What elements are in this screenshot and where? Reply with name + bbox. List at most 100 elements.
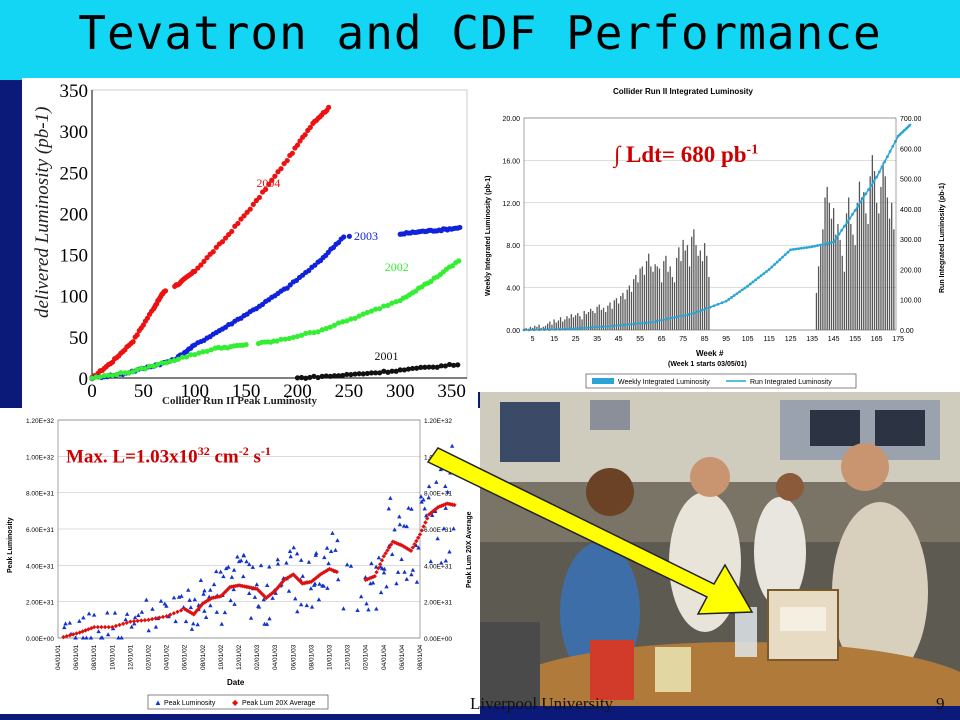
data-point	[266, 181, 272, 187]
weekly-bar	[867, 224, 869, 330]
run-integrated-marker	[687, 313, 690, 316]
x-tick-label: 250	[335, 381, 364, 402]
data-point	[409, 365, 416, 372]
peak-annotation-s: s	[248, 446, 261, 468]
peak-annotation-sup3: -1	[260, 444, 271, 458]
data-point	[142, 366, 149, 372]
data-point	[298, 374, 305, 381]
data-point	[430, 364, 436, 370]
data-point	[335, 373, 342, 379]
average-point	[376, 566, 381, 571]
average-point	[61, 634, 66, 640]
run-integrated-marker	[869, 183, 873, 187]
data-point	[428, 278, 434, 284]
weekly-bar	[880, 186, 882, 330]
y-axis-label: delivered Luminosity (pb-1)	[32, 107, 53, 318]
weekly-bar	[863, 192, 865, 330]
average-point	[171, 611, 177, 616]
average-point	[414, 538, 419, 544]
data-point	[306, 268, 312, 274]
weekly-bar	[615, 298, 618, 330]
run-integrated-marker	[837, 232, 841, 236]
run-integrated-marker	[832, 240, 836, 244]
y-tick-label: 100	[60, 287, 89, 308]
weekly-bar	[538, 324, 540, 330]
peak-point	[261, 597, 266, 602]
weekly-bar	[572, 317, 575, 330]
peak-point	[381, 570, 387, 575]
photo-illustration	[480, 392, 960, 706]
average-point	[189, 611, 195, 616]
x-tick-label: 12/01/02	[236, 644, 243, 670]
page-number: 9	[936, 694, 945, 713]
weekly-bar	[611, 308, 613, 330]
peak-point	[219, 621, 224, 626]
weekly-bar	[648, 253, 650, 330]
average-point	[421, 524, 426, 529]
data-point	[298, 332, 305, 338]
weekly-bar	[854, 245, 856, 330]
x-tick-label: 08/01/02	[200, 644, 207, 670]
weekly-bar	[822, 229, 824, 330]
data-point	[241, 213, 247, 219]
peak-point	[397, 514, 402, 519]
peak-point	[312, 581, 318, 586]
data-point	[93, 374, 99, 380]
run-integrated-marker	[778, 258, 782, 261]
run-integrated-marker	[692, 311, 696, 315]
weekly-bar	[856, 202, 858, 330]
chart-caption: Collider Run II Peak Luminosity	[162, 395, 318, 407]
peak-point	[191, 621, 196, 626]
weekly-bar	[871, 155, 873, 330]
run-integrated-marker	[644, 321, 647, 325]
peak-point	[221, 574, 226, 579]
y-tick-label: 16.00	[502, 158, 520, 165]
yellow-arrow	[426, 447, 754, 615]
data-point	[348, 371, 354, 378]
run-integrated-marker	[681, 314, 685, 318]
data-point	[167, 358, 173, 364]
x-tick-label: 95	[722, 336, 730, 343]
weekly-bar	[869, 176, 871, 330]
run-integrated-marker	[864, 192, 868, 196]
data-point	[389, 368, 395, 374]
peak-point	[171, 595, 177, 600]
weekly-bar	[542, 326, 544, 330]
peak-point	[348, 563, 354, 568]
data-point	[204, 348, 210, 354]
peak-point	[335, 538, 340, 543]
peak-point	[330, 530, 335, 535]
run-integrated-marker	[791, 247, 795, 251]
run-integrated-marker	[786, 250, 790, 254]
data-point	[101, 373, 107, 379]
weekly-bar	[691, 236, 693, 330]
data-point	[385, 369, 391, 375]
weekly-bar	[850, 224, 852, 330]
run-integrated-marker	[732, 294, 736, 297]
peak-point	[179, 593, 184, 598]
x-axis-label: Week #	[696, 349, 724, 358]
peak-point	[286, 588, 292, 593]
y-right-tick-label: 600.00	[900, 146, 922, 153]
weekly-bar	[598, 304, 600, 330]
run-integrated-marker	[883, 160, 887, 164]
weekly-bar	[701, 261, 704, 330]
weekly-bar	[815, 292, 818, 330]
peak-point	[132, 615, 138, 620]
run-integrated-marker	[773, 263, 776, 266]
weekly-bar	[609, 302, 611, 330]
peak-point	[441, 526, 447, 531]
y-right-tick-label: 500.00	[900, 177, 922, 184]
x-tick-label: 175	[892, 336, 904, 343]
data-point	[368, 370, 375, 376]
weekly-bar	[602, 307, 605, 330]
data-point	[162, 288, 169, 294]
x-tick-label: 06/01/04	[399, 644, 406, 670]
data-point	[213, 244, 219, 250]
peak-point	[267, 564, 272, 569]
data-point	[219, 239, 226, 245]
average-point	[381, 554, 386, 559]
weekly-bar	[549, 321, 551, 330]
data-point	[393, 299, 399, 305]
data-point	[311, 373, 317, 379]
